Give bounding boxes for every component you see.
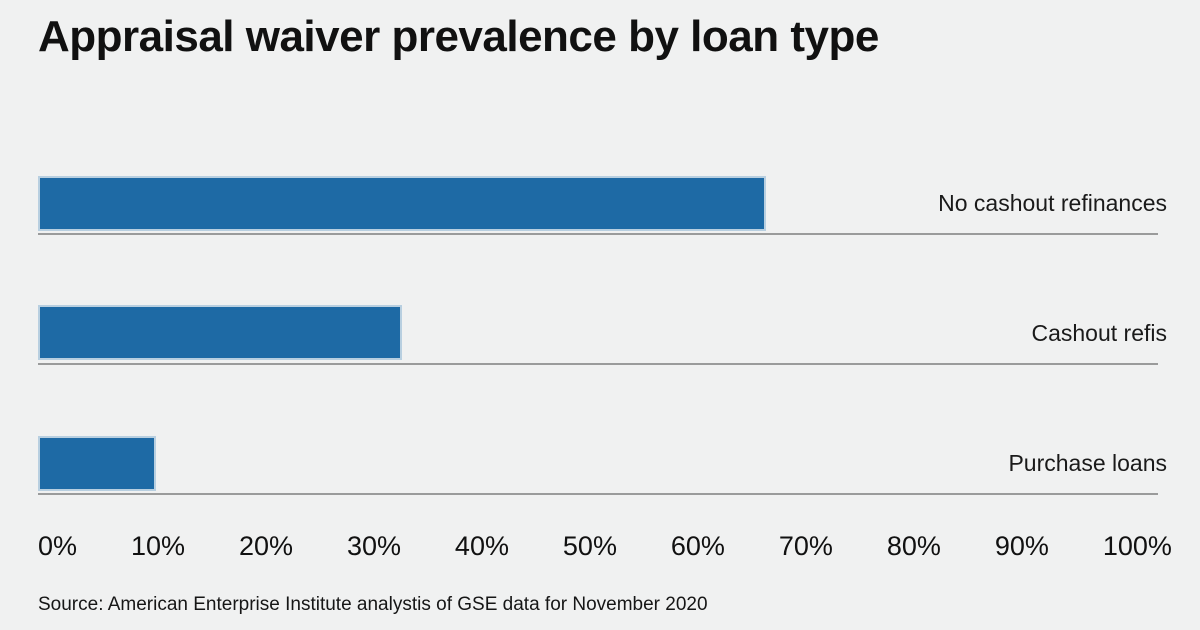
x-tick: 50%: [562, 531, 617, 561]
plot-area: [38, 0, 1158, 630]
bar-label-cashout-refis: Cashout refis: [1031, 320, 1167, 346]
x-tick: 90%: [994, 531, 1049, 561]
bar-label-no-cashout-refinances: No cashout refinances: [938, 190, 1167, 216]
axis-line: [38, 233, 1158, 235]
x-tick: 60%: [670, 531, 725, 561]
x-tick: 70%: [778, 531, 833, 561]
x-tick: 100%: [1102, 531, 1172, 561]
bar-label-purchase-loans: Purchase loans: [1008, 450, 1167, 476]
source-note: Source: American Enterprise Institute an…: [38, 594, 708, 615]
bar-cashout-refis: [38, 305, 402, 360]
axis-line: [38, 493, 1158, 495]
x-tick: 80%: [886, 531, 941, 561]
x-tick: 20%: [238, 531, 293, 561]
axis-line: [38, 363, 1158, 365]
x-tick: 40%: [454, 531, 509, 561]
x-tick: 10%: [130, 531, 186, 561]
x-tick: 0%: [38, 531, 78, 561]
x-axis-tick-labels: 0% 10% 20% 30% 40% 50% 60% 70% 80% 90% 1…: [38, 531, 1172, 562]
bar-purchase-loans: [38, 436, 156, 491]
chart-title: Appraisal waiver prevalence by loan type: [38, 12, 879, 61]
bar-no-cashout-refinances: [38, 176, 766, 231]
x-tick: 30%: [346, 531, 401, 561]
